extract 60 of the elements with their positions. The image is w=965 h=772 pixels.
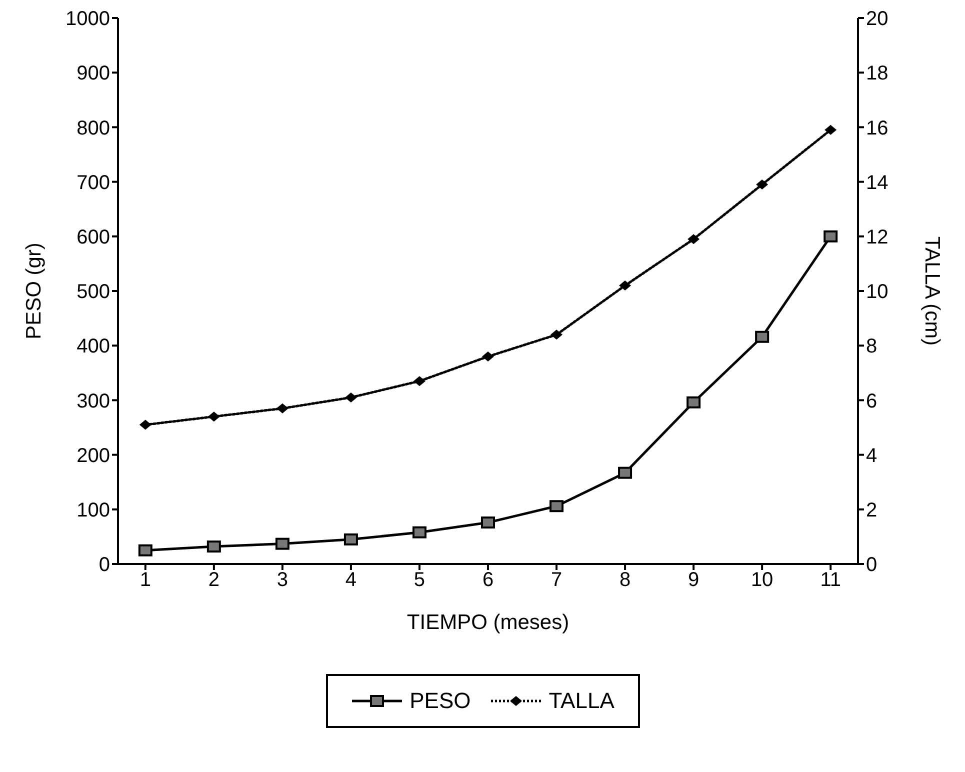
point xyxy=(206,540,221,553)
y2-tick-label: 4 xyxy=(866,444,878,467)
point xyxy=(208,412,220,422)
x-tick-label: 1 xyxy=(140,569,151,592)
y-tick-label: 300 xyxy=(76,390,110,412)
y-tick-label: 600 xyxy=(76,226,110,248)
x-tick-label: 11 xyxy=(820,569,841,592)
y2-tick-label: 10 xyxy=(866,281,888,304)
point xyxy=(824,124,837,135)
y2-axis-title: TALLA (cm) xyxy=(920,236,944,346)
x-tick-label: 10 xyxy=(750,569,774,592)
y-tick-label: 0 xyxy=(98,554,110,576)
y2-tick-label: 18 xyxy=(866,62,888,85)
point xyxy=(824,230,838,242)
y2-tick-label: 20 xyxy=(866,8,888,30)
x-tick-label: 4 xyxy=(345,569,357,592)
point xyxy=(686,396,701,408)
x-tick-label: 9 xyxy=(688,569,700,592)
y2-tick-label: 14 xyxy=(866,172,888,194)
y2-tick-label: 8 xyxy=(866,336,878,358)
y-axis-title: PESO (gr) xyxy=(22,242,46,340)
y2-tick-label: 6 xyxy=(866,390,878,412)
point xyxy=(550,330,563,340)
point xyxy=(619,280,632,291)
point xyxy=(756,180,768,190)
x-tick-label: 6 xyxy=(482,569,494,592)
y2-tick-label: 0 xyxy=(866,554,878,576)
point xyxy=(412,526,426,538)
point xyxy=(482,352,494,362)
point xyxy=(344,533,358,546)
point xyxy=(275,538,290,550)
legend-label: TALLA xyxy=(548,688,614,714)
point xyxy=(481,516,495,529)
y-tick-label: 900 xyxy=(76,62,110,85)
legend-label: PESO xyxy=(410,688,471,714)
point xyxy=(139,420,152,430)
y2-tick-label: 16 xyxy=(866,117,888,140)
y-tick-label: 500 xyxy=(76,281,110,304)
x-tick-label: 8 xyxy=(619,569,631,592)
x-tick-label: 2 xyxy=(208,569,220,592)
point xyxy=(688,234,700,244)
y-tick-label: 400 xyxy=(76,336,110,358)
point xyxy=(618,466,632,479)
y-tick-label: 800 xyxy=(76,117,110,140)
point xyxy=(344,392,357,402)
x-tick-label: 5 xyxy=(414,569,426,592)
x-axis-title: TIEMPO (meses) xyxy=(406,611,570,634)
point xyxy=(755,330,770,343)
y-tick-label: 1000 xyxy=(66,8,110,30)
y2-tick-label: 2 xyxy=(866,500,878,522)
point xyxy=(276,403,288,414)
y-tick-label: 100 xyxy=(76,500,110,522)
point xyxy=(550,500,564,512)
y-tick-label: 200 xyxy=(76,444,110,467)
point xyxy=(413,376,426,386)
y2-tick-label: 12 xyxy=(866,226,888,248)
y-tick-label: 700 xyxy=(76,172,110,194)
x-tick-label: 7 xyxy=(550,569,562,592)
x-tick-label: 3 xyxy=(276,569,288,592)
point xyxy=(138,544,152,556)
